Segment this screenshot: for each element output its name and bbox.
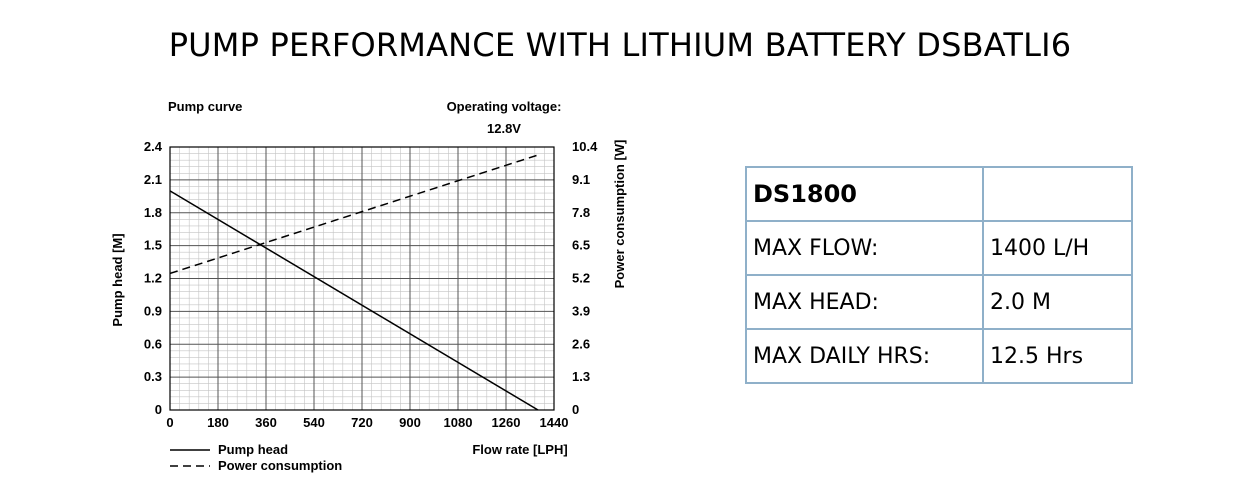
- y2-tick-label: 3.9: [572, 303, 590, 318]
- model-name: DS1800: [745, 166, 984, 222]
- y-tick-label: 1.8: [144, 205, 162, 220]
- chart-svg: 0 180 360 540 720 900 1080 1260 144000.30.60.91.…: [110, 99, 627, 473]
- y-tick-label: 1.5: [144, 238, 162, 253]
- model-empty-cell: [982, 166, 1133, 222]
- spec-value: 12.5 Hrs: [982, 328, 1133, 384]
- y2-tick-label: 5.2: [572, 271, 590, 286]
- y2-tick-label: 2.6: [572, 336, 590, 351]
- y2-tick-label: 1.3: [572, 369, 590, 384]
- spec-row-max-daily-hrs: MAX DAILY HRS: 12.5 Hrs: [745, 328, 1133, 384]
- spec-row-max-flow: MAX FLOW: 1400 L/H: [745, 220, 1133, 276]
- page-title: PUMP PERFORMANCE WITH LITHIUM BATTERY DS…: [168, 26, 1072, 64]
- y-tick-label: 0.6: [144, 336, 162, 351]
- x-tick-label: 1260: [492, 415, 521, 430]
- legend: Pump head Power consumption: [170, 442, 342, 473]
- y-tick-label: 0.9: [144, 303, 162, 318]
- chart-title: Pump curve: [168, 99, 242, 114]
- y-tick-label: 2.1: [144, 172, 162, 187]
- spec-label: MAX FLOW:: [745, 220, 984, 276]
- operating-voltage-value: 12.8V: [487, 121, 521, 136]
- spec-table: DS1800 MAX FLOW: 1400 L/H MAX HEAD: 2.0 …: [745, 166, 1133, 384]
- x-tick-label: 900: [399, 415, 421, 430]
- x-tick-label: 1440: [540, 415, 569, 430]
- y2-tick-label: 6.5: [572, 238, 590, 253]
- power-consumption-line: [169, 153, 540, 275]
- x-tick-label: 540: [303, 415, 325, 430]
- spec-label: MAX DAILY HRS:: [745, 328, 984, 384]
- spec-value: 1400 L/H: [982, 220, 1133, 276]
- legend-power-label: Power consumption: [218, 458, 342, 473]
- legend-pump-head-label: Pump head: [218, 442, 288, 457]
- pump-head-line: [169, 190, 539, 411]
- spec-row-max-head: MAX HEAD: 2.0 M: [745, 274, 1133, 330]
- x-tick-label: 1080: [444, 415, 473, 430]
- y2-tick-label: 7.8: [572, 205, 590, 220]
- y2-tick-label: 9.1: [572, 172, 590, 187]
- operating-voltage-label: Operating voltage:: [447, 99, 562, 114]
- y-tick-label: 0: [155, 402, 162, 417]
- spec-header-row: DS1800: [745, 166, 1133, 222]
- y-tick-label: 1.2: [144, 271, 162, 286]
- x-axis-label: Flow rate [LPH]: [472, 442, 567, 457]
- x-tick-label: 720: [351, 415, 373, 430]
- y2-axis-label: Power consumption [W]: [612, 140, 627, 289]
- tick-labels: 0 180 360 540 720 900 1080 1260 144000.30.60.91.…: [144, 139, 598, 430]
- pump-performance-chart: 0 180 360 540 720 900 1080 1260 1440 0 0.3 0.6 0.9 1.…: [0, 90, 700, 489]
- y2-tick-label: 10.4: [572, 139, 598, 154]
- spec-value: 2.0 M: [982, 274, 1133, 330]
- spec-label: MAX HEAD:: [745, 274, 984, 330]
- series-layer: [169, 153, 540, 411]
- y-tick-label: 0.3: [144, 369, 162, 384]
- y-tick-label: 2.4: [144, 139, 163, 154]
- plot-frame: [169, 146, 555, 411]
- x-tick-label: 180: [207, 415, 229, 430]
- y-axis-label: Pump head [M]: [110, 233, 125, 326]
- x-tick-label: 360: [255, 415, 277, 430]
- y2-tick-label: 0: [572, 402, 579, 417]
- x-tick-label: 0: [166, 415, 173, 430]
